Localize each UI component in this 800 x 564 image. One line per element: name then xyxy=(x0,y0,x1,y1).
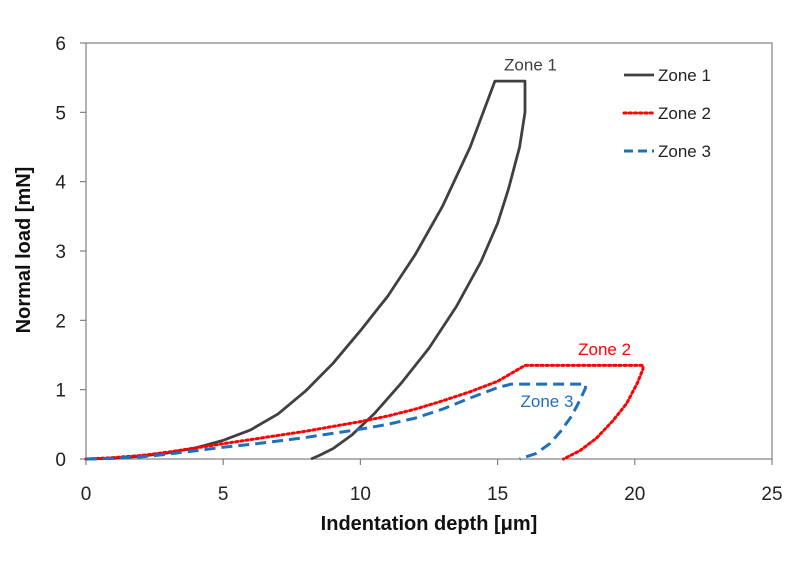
y-tick-label: 1 xyxy=(55,381,66,402)
y-tick-label: 2 xyxy=(55,311,66,332)
y-tick-label: 4 xyxy=(55,173,66,194)
y-tick-label: 5 xyxy=(55,103,66,124)
series-line-zone-1 xyxy=(85,79,527,461)
x-tick-label: 5 xyxy=(218,484,229,505)
series-line-zone-3 xyxy=(85,382,587,461)
legend-label-zone-2: Zone 2 xyxy=(658,104,711,123)
axis-ticks: 0 5 10 15 20 25 0 1 2 3 4 5 6 xyxy=(55,34,782,505)
legend-label-zone-1: Zone 1 xyxy=(658,66,711,85)
x-axis-title: Indentation depth [μm] xyxy=(321,513,538,535)
y-tick-label: 0 xyxy=(55,450,66,471)
y-tick-label: 3 xyxy=(55,242,66,263)
y-tick-label: 6 xyxy=(55,34,66,55)
x-tick-label: 15 xyxy=(487,484,508,505)
annotation-zone-2: Zone 2 xyxy=(578,340,631,359)
x-tick-label: 10 xyxy=(350,484,371,505)
series-line-zone-2 xyxy=(84,363,645,461)
legend: Zone 1 Zone 2 Zone 3 xyxy=(622,66,711,161)
annotation-zone-3: Zone 3 xyxy=(521,392,574,411)
legend-label-zone-3: Zone 3 xyxy=(658,142,711,161)
series-lines xyxy=(84,79,645,461)
annotations: Zone 1 Zone 2 Zone 3 xyxy=(504,56,631,411)
x-tick-label: 20 xyxy=(624,484,645,505)
annotation-zone-1: Zone 1 xyxy=(504,56,557,75)
y-axis-title: Normal load [mN] xyxy=(13,167,35,334)
x-tick-label: 0 xyxy=(81,484,92,505)
x-tick-label: 25 xyxy=(761,484,782,505)
